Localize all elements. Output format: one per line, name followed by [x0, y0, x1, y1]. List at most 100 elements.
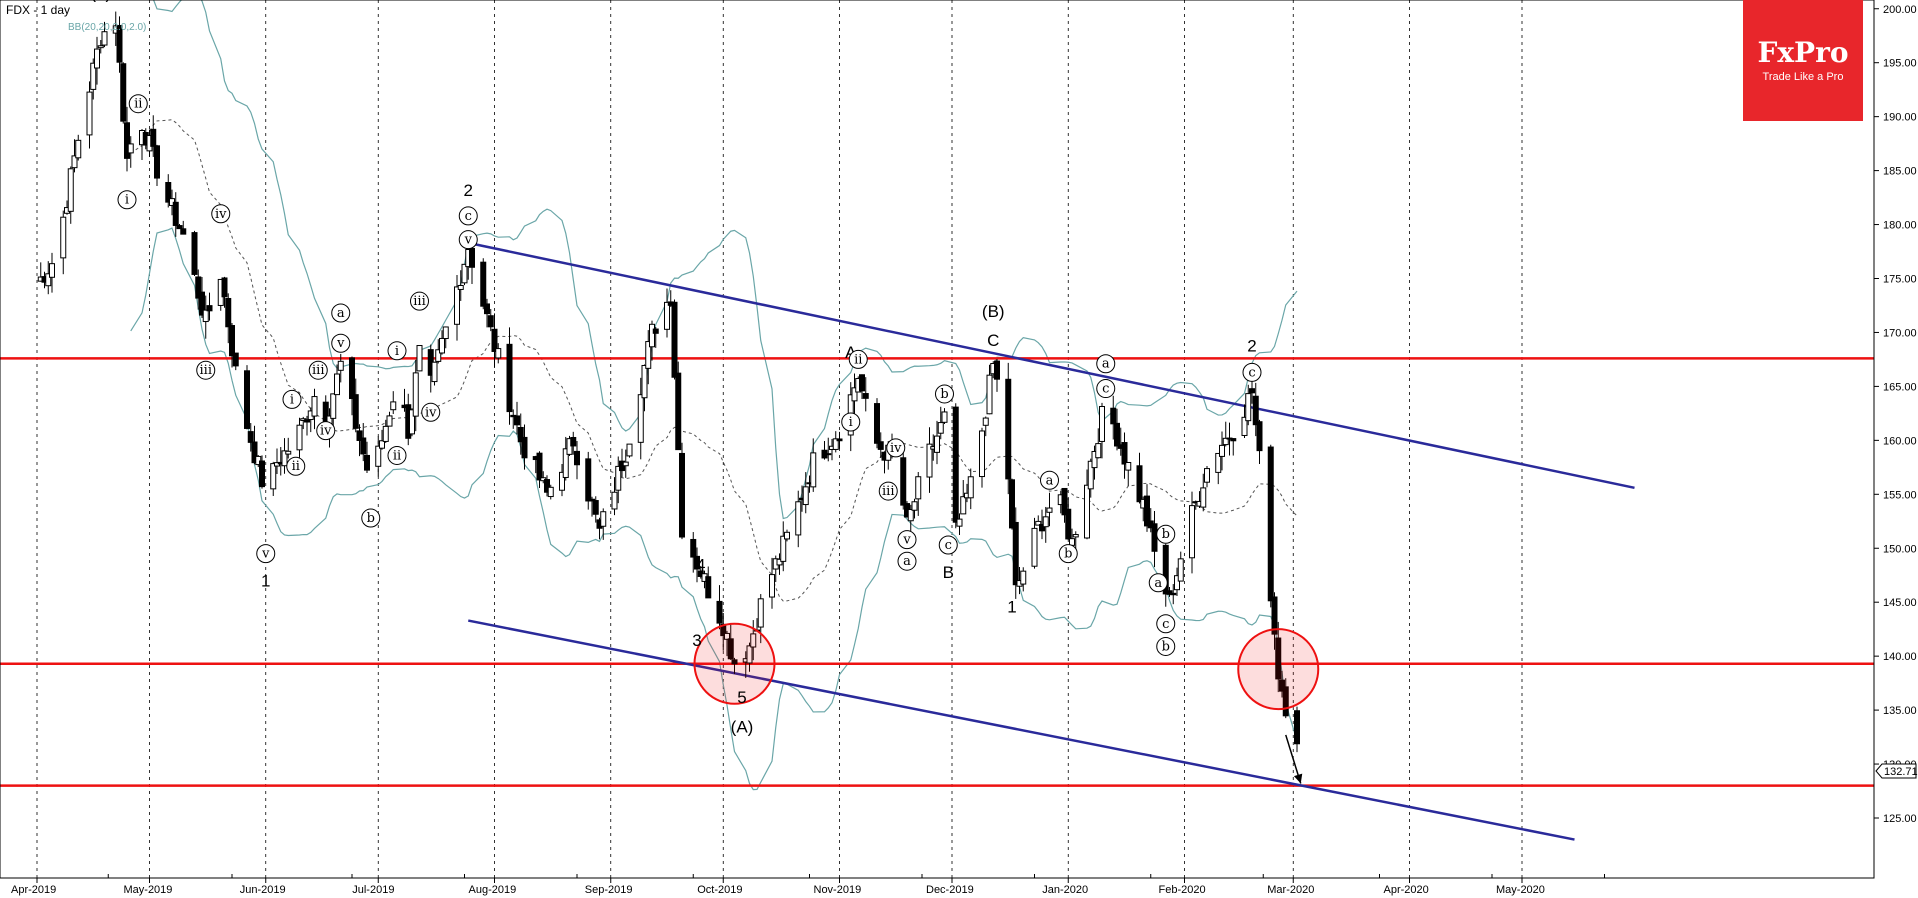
- wave-label: a: [1096, 354, 1116, 374]
- candle: [874, 398, 880, 449]
- candle: [202, 295, 209, 339]
- wave-label: C: [987, 331, 999, 350]
- candle: [566, 435, 573, 457]
- svg-text:i: i: [849, 415, 853, 430]
- wave-label: a: [1148, 573, 1168, 593]
- x-tick-label: May-2019: [124, 884, 173, 896]
- candle: [150, 115, 157, 157]
- bollinger-lower: [130, 227, 1298, 791]
- wave-label: iv: [211, 204, 231, 224]
- candle: [1177, 551, 1184, 582]
- svg-text:b: b: [1064, 547, 1072, 562]
- candle: [1204, 465, 1210, 488]
- candle: [795, 490, 802, 548]
- candle: [195, 269, 202, 310]
- wave-label: 1: [261, 572, 270, 591]
- candle: [1230, 438, 1237, 456]
- candle: [330, 393, 337, 427]
- candle: [1012, 507, 1019, 599]
- candle: [60, 210, 67, 275]
- y-tick-label: 180.00: [1883, 220, 1917, 232]
- candle: [116, 16, 123, 73]
- candle: [439, 330, 445, 355]
- bollinger-bands: [130, 0, 1298, 791]
- svg-text:iv: iv: [320, 424, 332, 439]
- x-tick-label: May-2020: [1496, 884, 1545, 896]
- wave-label: 2: [464, 181, 473, 200]
- x-tick-label: Jun-2019: [240, 884, 286, 896]
- svg-text:3: 3: [692, 631, 701, 650]
- candle: [49, 252, 55, 293]
- logo-brand: FxPro: [1757, 36, 1848, 69]
- channel-line: [468, 619, 1575, 841]
- candle: [900, 451, 907, 510]
- y-tick-label: 195.00: [1883, 58, 1917, 70]
- candle: [1271, 592, 1278, 650]
- candle: [982, 416, 989, 437]
- candle: [431, 361, 438, 386]
- candle: [851, 373, 858, 418]
- x-tick-label: Nov-2019: [814, 884, 862, 896]
- candle: [611, 477, 618, 516]
- y-tick-label: 125.00: [1883, 813, 1917, 825]
- svg-text:a: a: [1046, 473, 1054, 488]
- x-tick-label: Mar-2020: [1267, 884, 1314, 896]
- wave-label: v: [458, 230, 478, 250]
- candle: [360, 423, 367, 462]
- arrow-head: [1293, 773, 1303, 784]
- candle: [334, 364, 340, 396]
- candle: [206, 292, 213, 321]
- candle: [911, 498, 918, 519]
- candle: [649, 320, 655, 361]
- candle: [232, 352, 239, 371]
- x-tick-label: Apr-2019: [11, 884, 56, 896]
- candle: [176, 223, 183, 230]
- candle: [514, 401, 520, 435]
- candle: [862, 377, 869, 412]
- candle: [285, 437, 292, 459]
- candle: [1035, 515, 1042, 526]
- wave-label: 5: [737, 688, 746, 707]
- candle: [750, 620, 757, 661]
- candle: [506, 327, 513, 425]
- candle: [480, 258, 487, 310]
- candle: [225, 293, 232, 344]
- svg-text:v: v: [464, 233, 473, 248]
- wave-label: ii: [387, 445, 407, 465]
- svg-text:B: B: [943, 563, 954, 582]
- logo-background: [1743, 0, 1863, 121]
- wave-label: iii: [196, 360, 216, 380]
- y-tick-label: 165.00: [1883, 381, 1917, 393]
- wave-label: (B): [982, 302, 1005, 321]
- candle: [1087, 458, 1094, 498]
- candle: [731, 657, 738, 674]
- wave-label: iv: [316, 421, 336, 441]
- candle: [416, 345, 423, 372]
- wave-label: a: [1040, 470, 1059, 490]
- candle: [442, 326, 449, 349]
- y-tick-label: 150.00: [1883, 543, 1917, 555]
- candle: [836, 431, 843, 449]
- candle: [1279, 670, 1285, 698]
- candle: [244, 365, 250, 430]
- candle: [1275, 621, 1282, 693]
- trend-channel: [467, 241, 1635, 841]
- wave-label: 4: [696, 555, 705, 574]
- candle: [191, 230, 198, 276]
- highlight-circle: [1237, 628, 1320, 711]
- candle: [641, 364, 648, 412]
- candle: [986, 364, 993, 415]
- svg-text:2: 2: [1247, 336, 1256, 355]
- wave-label: ii: [128, 94, 148, 114]
- wave-label: i: [387, 341, 407, 361]
- candle: [1125, 461, 1132, 487]
- candle: [941, 408, 948, 425]
- candle: [637, 377, 644, 460]
- wave-label: ii: [286, 456, 306, 476]
- candle: [1136, 452, 1143, 504]
- candle: [690, 532, 697, 573]
- candle: [1294, 706, 1300, 753]
- candle: [810, 438, 817, 492]
